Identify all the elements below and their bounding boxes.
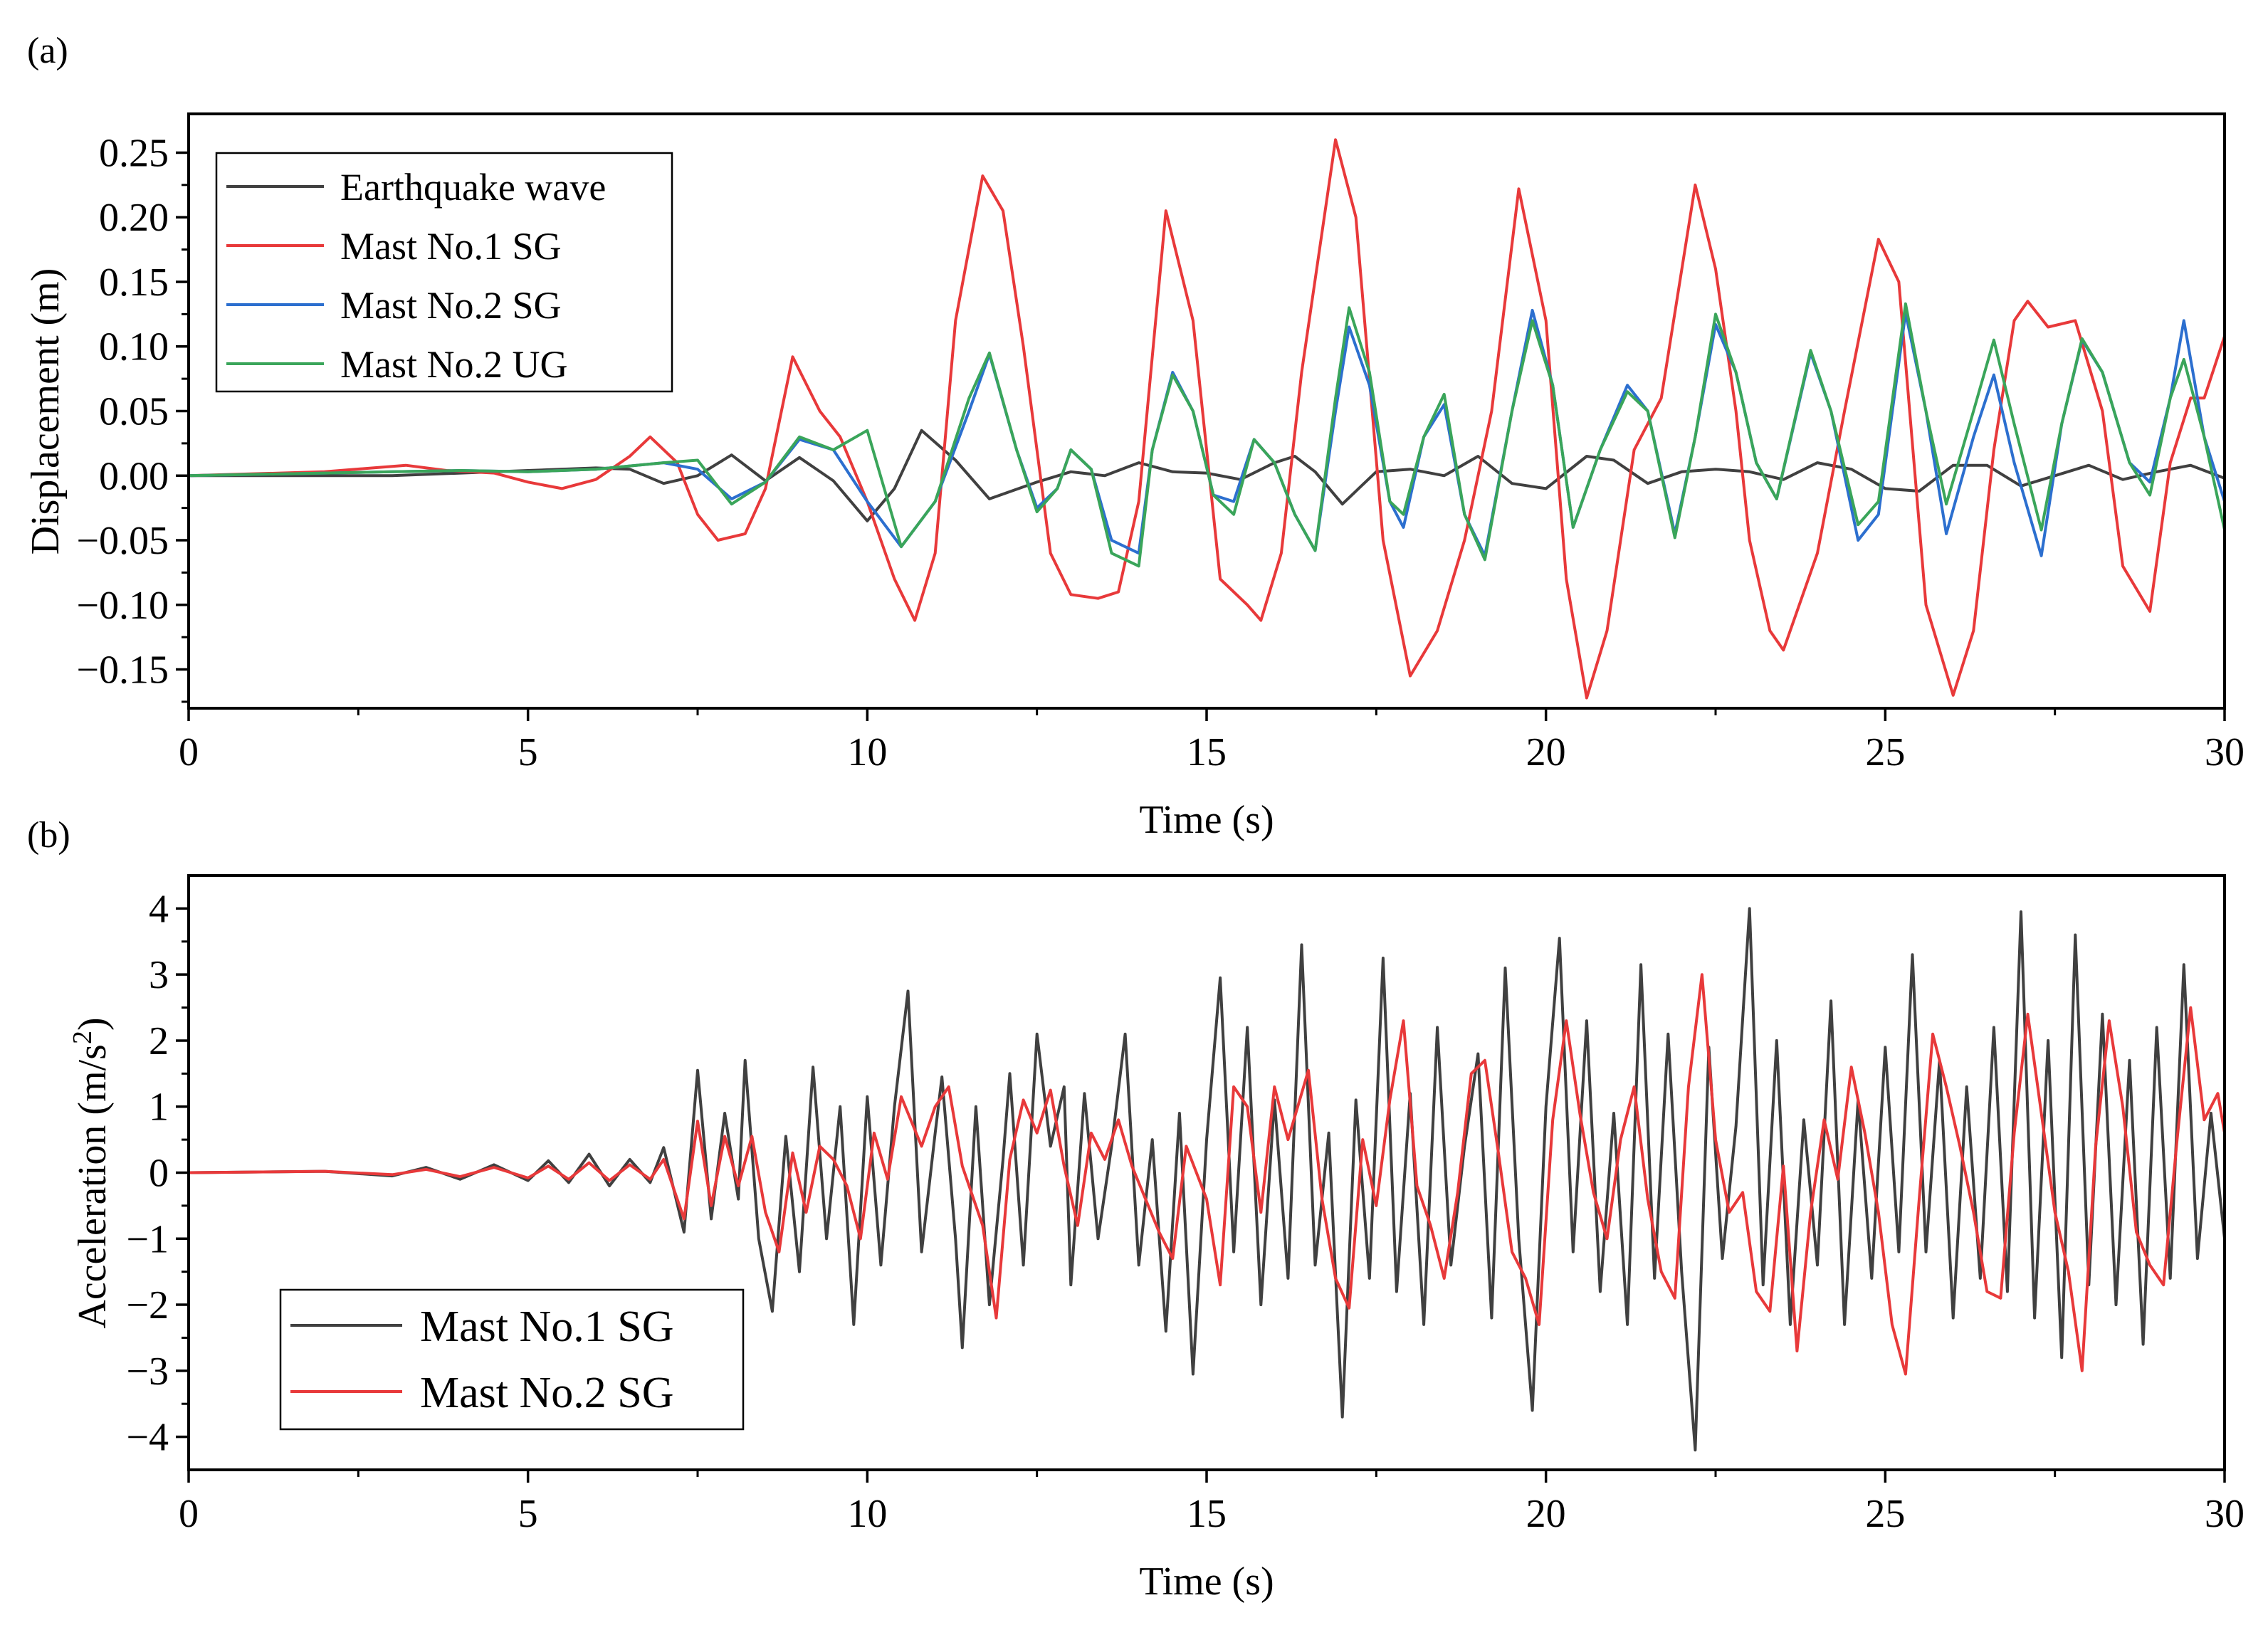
panel-a-legend-box	[215, 152, 673, 393]
panel-a-ytick-label: −0.05	[76, 519, 169, 563]
panel-label-a: (a)	[27, 31, 68, 71]
panel-a-ytick-label: −0.10	[76, 584, 169, 628]
panel-a-ticks: 0 5 10 15 20 25 30 0.25 0.20 0.15 0.10 0.05 0.00 −0.0…	[76, 131, 2245, 774]
panel-a: (a) 0 5 10 15 20 25 30 0.25 0.20 0.15 0.10 0.05 0.00…	[23, 31, 2245, 842]
panel-a-ytick-label: 0.15	[99, 261, 169, 305]
panel-b-ytick-label: −2	[126, 1283, 169, 1327]
panel-b-legend-box	[279, 1288, 745, 1431]
panel-b-xtick-label: 30	[2205, 1492, 2245, 1536]
panel-b-series-0	[188, 907, 2226, 1452]
panel-a-xtick-label: 10	[847, 730, 887, 774]
panel-b-series-1	[188, 973, 2226, 1376]
panel-b-ytick-label: 4	[149, 887, 169, 931]
panel-a-ytick-label: −0.15	[76, 648, 169, 693]
panel-a-xtick-label: 25	[1865, 730, 1905, 774]
panel-b-legend: Mast No.1 SG Mast No.2 SG	[279, 1288, 745, 1431]
panel-a-plot-content	[188, 138, 2226, 700]
panel-a-ytick-label: 0.25	[99, 131, 169, 175]
legend-a-label-2: Mast No.2 SG	[340, 284, 562, 327]
panel-a-ytick-label: 0.20	[99, 196, 169, 240]
panel-a-xtick-label: 5	[518, 730, 538, 774]
panel-b-xlabel: Time (s)	[1139, 1560, 1274, 1604]
panel-b-ytick-label: 0	[149, 1152, 169, 1196]
panel-label-b: (b)	[27, 815, 70, 856]
panel-b-ytick-label: 2	[149, 1019, 169, 1063]
panel-a-series-0	[189, 428, 2225, 522]
panel-a-ytick-label: 0.00	[99, 454, 169, 498]
panel-b-ylabel-base: Acceleration (m/s	[70, 1044, 115, 1329]
legend-b-label-1: Mast No.2 SG	[420, 1369, 674, 1417]
panel-b-ylabel: Acceleration (m/s2)	[68, 1017, 115, 1328]
panel-b-ytick-label: −1	[126, 1217, 169, 1261]
panel-a-ylabel: Displacement (m)	[23, 268, 68, 555]
panel-b-xtick-label: 15	[1187, 1492, 1227, 1536]
panel-b-xtick-label: 5	[518, 1492, 538, 1536]
panel-a-series-1	[188, 138, 2226, 700]
panel-a-ytick-label: 0.05	[99, 390, 169, 434]
panel-b-ylabel-sup: 2	[68, 1031, 98, 1044]
panel-a-xtick-label: 30	[2205, 730, 2245, 774]
panel-b-xtick-label: 20	[1526, 1492, 1566, 1536]
panel-b-xtick-label: 0	[179, 1492, 199, 1536]
panel-b-ytick-label: 1	[149, 1085, 169, 1130]
panel-b-ytick-label: −4	[126, 1416, 169, 1460]
legend-a-label-3: Mast No.2 UG	[340, 343, 568, 386]
panel-a-xtick-label: 0	[179, 730, 199, 774]
panel-a-legend: Earthquake wave Mast No.1 SG Mast No.2 S…	[215, 152, 673, 393]
panel-b-plot-content	[188, 907, 2226, 1452]
panel-b-xtick-label: 25	[1865, 1492, 1905, 1536]
panel-a-xtick-label: 15	[1187, 730, 1227, 774]
legend-b-label-0: Mast No.1 SG	[420, 1303, 674, 1351]
panel-a-series-3	[188, 302, 2226, 568]
panel-a-xtick-label: 20	[1526, 730, 1566, 774]
panel-b-ylabel-end: )	[70, 1017, 115, 1031]
panel-b-xtick-label: 10	[847, 1492, 887, 1536]
panel-a-ytick-label: 0.10	[99, 325, 169, 369]
legend-a-label-0: Earthquake wave	[340, 166, 606, 209]
legend-a-label-1: Mast No.1 SG	[340, 225, 562, 268]
panel-b-ytick-label: −3	[126, 1350, 169, 1394]
panel-b-ytick-label: 3	[149, 953, 169, 997]
panel-a-xlabel: Time (s)	[1139, 798, 1274, 842]
